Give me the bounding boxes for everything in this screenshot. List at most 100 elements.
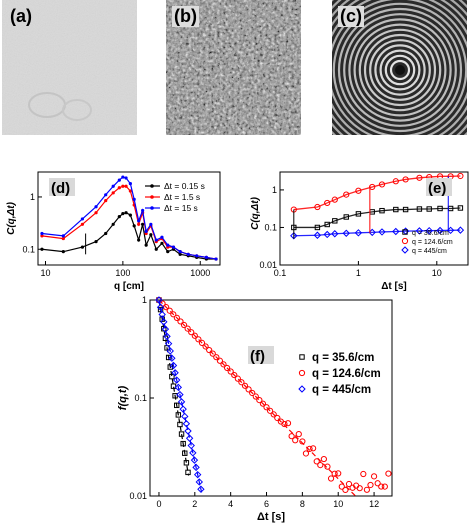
chart-f-point	[295, 431, 302, 438]
chart-e-point	[392, 227, 400, 236]
chart-f-point	[161, 325, 170, 333]
chart-e-ylabel: C(q,Δt)	[250, 196, 261, 229]
chart-f-point	[363, 486, 371, 493]
chart-d-series-line	[41, 212, 217, 260]
chart-f-point	[370, 473, 378, 480]
chart-f-point	[381, 483, 388, 490]
chart-d-point	[128, 213, 132, 217]
chart-f-xtick-label: 12	[369, 499, 379, 509]
chart-e-point	[355, 187, 362, 194]
chart-d-label-bg	[49, 178, 75, 196]
chart-d-point	[121, 175, 125, 179]
diffraction-ring	[374, 44, 426, 96]
chart-f-point	[182, 450, 188, 456]
chart-d-point	[195, 254, 199, 258]
chart-f-point	[158, 310, 166, 319]
chart-e-point	[425, 226, 433, 235]
chart-d-point	[111, 222, 115, 226]
panel-label-c: (c)	[338, 6, 364, 27]
chart-d-point	[80, 245, 85, 249]
chart-f-legend-label: q = 35.6/cm	[312, 352, 374, 364]
chart-d-panel-label: (d)	[51, 180, 70, 197]
chart-e-label-bg	[426, 178, 452, 196]
chart-f-point	[216, 357, 224, 364]
chart-f-point	[180, 440, 186, 447]
chart-f-point	[317, 462, 324, 469]
chart-f-point	[177, 421, 183, 428]
chart-e-point	[436, 226, 444, 235]
chart-f-point	[177, 398, 186, 406]
chart-f-point	[183, 460, 190, 466]
chart-d-point	[111, 191, 115, 195]
chart-e-point	[314, 203, 321, 211]
chart-f-legend-marker	[298, 385, 306, 393]
diffraction-ring	[343, 13, 457, 127]
chart-d-point	[141, 222, 145, 226]
chart-d-xtick-label: 10	[40, 268, 50, 278]
chart-d-point	[128, 182, 132, 186]
chart-d-legend-marker	[150, 184, 154, 188]
chart-d-point	[117, 186, 121, 190]
panel-label-a: (a)	[10, 6, 32, 26]
chart-d-point	[166, 243, 170, 247]
chart-f-point	[184, 325, 191, 332]
chart-e-ytick-label: 1	[272, 185, 277, 195]
chart-f-point	[238, 379, 245, 386]
chart-f-panel-label: (f)	[250, 348, 265, 365]
chart-f-point	[188, 329, 195, 336]
ring-pattern-image-c	[332, 0, 467, 135]
chart-f-point	[173, 376, 181, 384]
chart-f-point	[313, 458, 320, 465]
diffraction-ring	[348, 18, 452, 122]
chart-e-point	[392, 178, 399, 185]
chart-f-point	[231, 371, 238, 379]
chart-d-point	[144, 229, 148, 233]
chart-d-legend-label: Δt = 0.15 s	[164, 181, 205, 191]
chart-e-point	[343, 191, 350, 198]
chart-f-point	[185, 469, 191, 476]
chart-f-ytick-label: 1	[142, 295, 147, 305]
chart-d-point	[124, 176, 128, 180]
chart-e-point	[331, 230, 339, 238]
chart-f-point	[184, 427, 192, 435]
chart-f-point	[327, 475, 335, 482]
chart-f-point	[175, 412, 182, 418]
chart-d-xtick-label: 100	[115, 268, 130, 278]
chart-f-xtick-label: 6	[264, 499, 269, 509]
diffraction-ring	[379, 49, 421, 91]
chart-f-label-bg	[248, 346, 274, 364]
chart-f-point	[173, 314, 180, 321]
panel-label-b: (b)	[172, 6, 199, 27]
chart-f-point	[192, 463, 200, 472]
chart-d-legend-marker	[150, 206, 154, 210]
chart-f-point	[171, 369, 179, 377]
chart-f-frame	[149, 299, 393, 497]
chart-e-ytick-label: 0.1	[264, 222, 277, 232]
chart-d-ylabel: C(q,Δt)	[6, 201, 17, 234]
chart-f-point	[164, 339, 173, 348]
chart-f-point	[335, 470, 342, 477]
chart-f-point	[155, 296, 163, 304]
chart-f-point	[206, 346, 213, 354]
chart-f-point	[385, 470, 392, 477]
chart-e-point	[355, 211, 362, 217]
chart-e-point	[354, 229, 363, 237]
chart-f-point	[263, 404, 270, 411]
chart-d-point	[80, 217, 85, 221]
chart-f-point	[324, 463, 331, 470]
chart-d-point	[137, 219, 141, 223]
diffraction-ring	[337, 7, 463, 133]
chart-f-point	[190, 456, 199, 464]
chart-f-point	[227, 368, 234, 375]
chart-d-point	[124, 184, 128, 188]
chart-d-point	[40, 234, 44, 238]
chart-f-point	[179, 405, 187, 413]
chart-d-point	[94, 211, 98, 215]
chart-f-point	[292, 437, 299, 444]
diffraction-ring	[332, 2, 467, 135]
chart-d-point	[121, 212, 125, 216]
chart-d-point	[137, 238, 141, 242]
chart-f-point	[168, 354, 176, 362]
chart-f-xtick-label: 10	[333, 499, 343, 509]
chart-f-point	[174, 402, 180, 409]
